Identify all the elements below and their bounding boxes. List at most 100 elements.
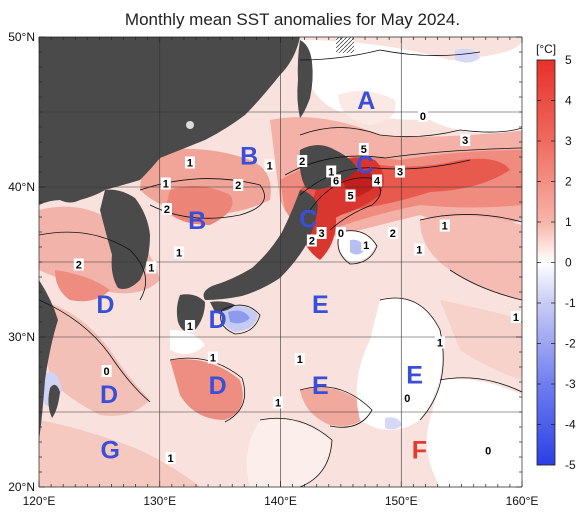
contour-label-bg: [101, 365, 112, 377]
contour-value-text: 1: [297, 354, 303, 366]
land: [39, 37, 358, 440]
contour-value-text: 2: [299, 156, 305, 168]
contour-label-bg: [417, 110, 428, 122]
contour-value-label: 1: [510, 311, 521, 324]
contour-value-text: 3: [318, 228, 324, 240]
region-label: D: [96, 291, 114, 319]
contour-value-label: 1: [326, 165, 337, 179]
contour-label-bg: [161, 203, 172, 215]
contour-value-label: 2: [387, 227, 398, 240]
axis-labels: 120°E 130°E 140°E 150°E 160°E 50°N 40°N 30°N 20°…: [8, 30, 538, 508]
contour-value-text: 2: [390, 228, 396, 240]
contour-label-bg: [146, 261, 157, 274]
contour-value-text: 1: [163, 179, 169, 191]
contour-value-label: 1: [294, 353, 305, 366]
contour-value-text: 1: [442, 221, 448, 233]
lon-tick-label: 160°E: [506, 494, 539, 508]
contour-value-text: 3: [397, 167, 403, 179]
lat-tick-label: 50°N: [8, 30, 35, 44]
contour-value-label: 1: [414, 243, 425, 257]
region-label: A: [357, 87, 375, 115]
colorbar-tick-label: -5: [565, 458, 576, 472]
contour-value-text: 0: [338, 228, 344, 240]
contour-value-label: 1: [361, 239, 372, 252]
contour-value-text: 1: [328, 167, 334, 179]
region-label: E: [312, 291, 329, 319]
lon-tick-label: 120°E: [23, 494, 56, 508]
contour-label-bg: [335, 227, 346, 239]
contour-value-text: 2: [76, 260, 82, 272]
contour-label-bg: [434, 336, 445, 349]
taiwan: [48, 384, 60, 418]
neutral-anomaly-patches: [170, 40, 522, 487]
contour-label-bg: [460, 134, 471, 146]
contour-label-bg: [306, 234, 317, 247]
contour-label-bg: [184, 156, 195, 169]
region-label: G: [101, 437, 120, 465]
contour-value-label: 1: [434, 336, 445, 350]
colorbar-tick-label: 3: [565, 134, 572, 148]
colorbar-tick-label: -3: [565, 377, 576, 391]
contour-value-text: 1: [513, 312, 519, 324]
contour-label-bg: [316, 227, 327, 239]
contour-value-text: 0: [420, 111, 426, 123]
contour-value-text: 1: [267, 161, 273, 173]
contour-value-label: 1: [184, 156, 195, 170]
map-title: Monthly mean SST anomalies for May 2024.: [124, 10, 461, 29]
contour-value-label: 6: [331, 174, 342, 188]
contour-value-label: 1: [273, 396, 284, 410]
contour-value-text: 5: [347, 191, 353, 203]
contour-label-bg: [233, 179, 244, 191]
contour-value-text: 1: [168, 453, 174, 465]
contour-value-text: 0: [404, 393, 410, 405]
contour-value-label: 5: [345, 189, 356, 203]
contour-value-label: 1: [146, 261, 157, 275]
island: [186, 121, 194, 129]
contour-value-label: 1: [184, 320, 195, 333]
contour-label-bg: [73, 258, 84, 271]
contour-value-text: 1: [187, 158, 193, 170]
contour-value-text: 2: [164, 204, 170, 216]
colorbar-tick-label: 5: [565, 53, 572, 67]
colorbar: [°C] 5 4 3 2 1 0 -1 -2 -3 -4 -5: [536, 42, 576, 472]
contour-value-label: 1: [207, 351, 218, 365]
kyushu: [176, 294, 205, 332]
sea-ice-region: [336, 37, 354, 53]
contour-label-bg: [372, 174, 383, 187]
contour-label-bg: [294, 353, 305, 365]
colorbar-tick-label: 1: [565, 215, 572, 229]
contour-value-label: 2: [297, 155, 308, 168]
region-label: C: [299, 206, 317, 234]
contour-value-label: 5: [358, 143, 369, 156]
contour-label-bg: [345, 189, 356, 202]
shikoku: [210, 301, 235, 312]
contour-value-text: 5: [361, 144, 367, 156]
contour-label-bg: [273, 396, 284, 409]
contour-label-bg: [297, 155, 308, 167]
contour-value-text: 0: [485, 446, 491, 458]
asia-mainland: [39, 37, 300, 205]
lon-tick-label: 150°E: [385, 494, 418, 508]
contour-label-bg: [264, 159, 275, 172]
region-labels: A B B C C D D D D E E E F G: [96, 87, 427, 465]
colorbar-tick-label: 0: [565, 256, 572, 270]
contour-value-label: 1: [439, 219, 450, 233]
contour-label-bg: [361, 239, 372, 251]
colorbar-tick-label: -1: [565, 296, 576, 310]
lat-tick-label: 20°N: [8, 480, 35, 494]
contour-value-text: 4: [374, 176, 381, 188]
contour-value-text: 6: [333, 176, 339, 188]
contour-value-label: 0: [335, 227, 346, 240]
colorbar-unit: [°C]: [536, 42, 556, 56]
contour-value-label: 2: [161, 203, 172, 216]
contour-label-bg: [160, 177, 171, 190]
contour-value-label: 2: [233, 179, 244, 192]
contour-label-bg: [439, 219, 450, 232]
contour-value-label: 2: [306, 234, 317, 248]
contour-value-text: 2: [309, 236, 315, 248]
contour-value-label: 1: [160, 177, 171, 191]
contour-value-text: 1: [363, 240, 369, 252]
region-label: E: [312, 372, 329, 400]
contour-value-label: 3: [460, 134, 471, 147]
